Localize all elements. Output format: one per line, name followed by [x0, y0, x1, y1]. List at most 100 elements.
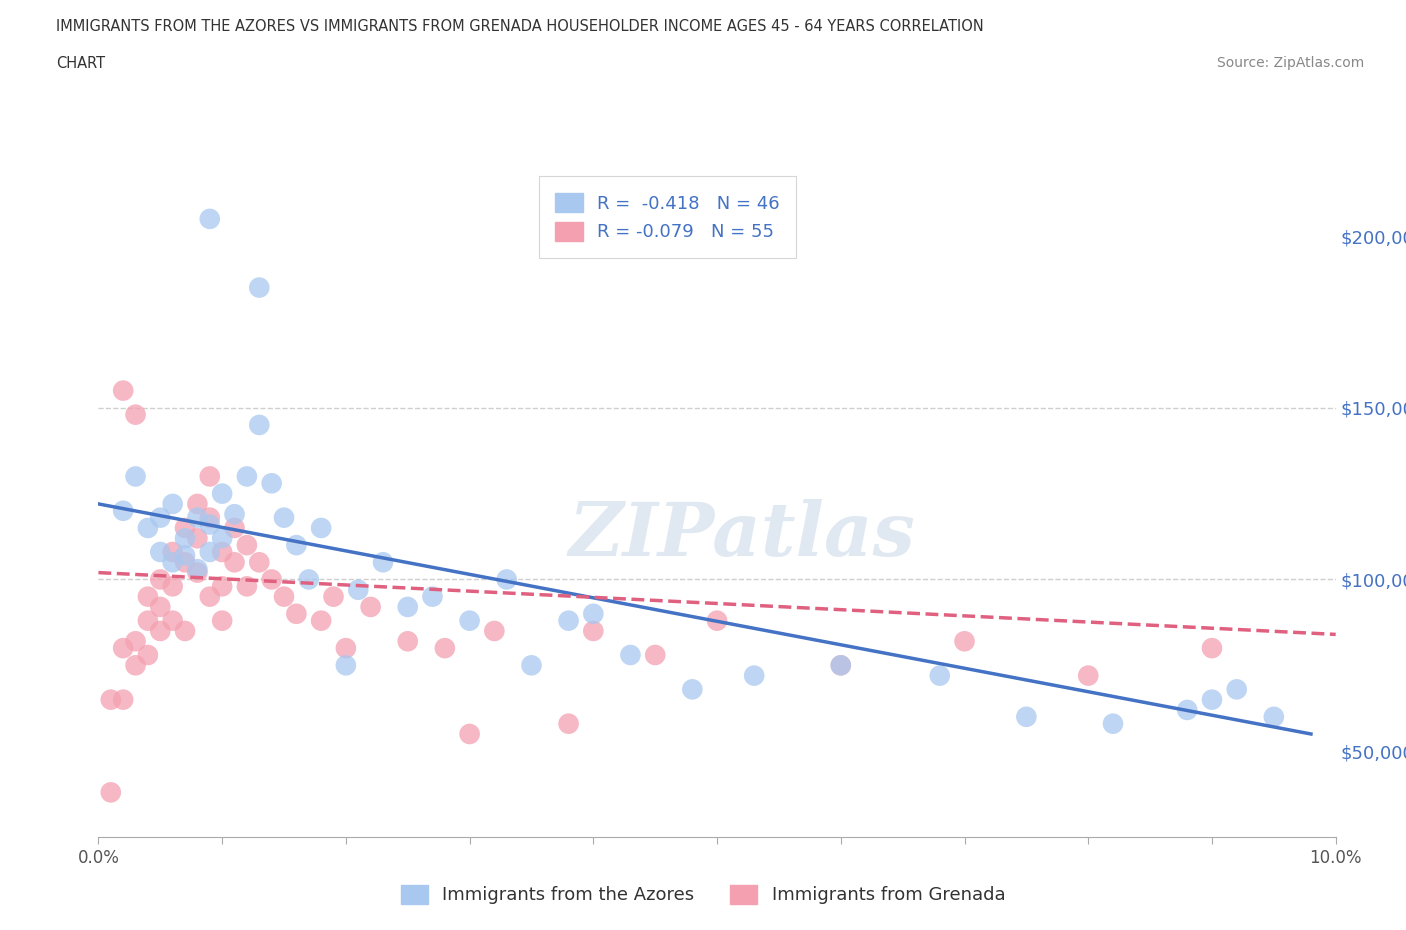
Point — [298, 572, 321, 587]
Point — [198, 545, 221, 560]
Point — [953, 634, 976, 649]
Point — [1077, 668, 1099, 683]
Point — [124, 658, 146, 672]
Point — [830, 658, 852, 672]
Point — [396, 600, 419, 615]
Point — [309, 613, 332, 628]
Point — [681, 682, 703, 697]
Point — [1015, 710, 1038, 724]
Point — [706, 613, 728, 628]
Point — [260, 572, 283, 587]
Text: IMMIGRANTS FROM THE AZORES VS IMMIGRANTS FROM GRENADA HOUSEHOLDER INCOME AGES 45: IMMIGRANTS FROM THE AZORES VS IMMIGRANTS… — [56, 19, 984, 33]
Point — [149, 511, 172, 525]
Point — [224, 521, 246, 536]
Point — [247, 280, 270, 295]
Point — [347, 582, 370, 597]
Point — [285, 538, 308, 552]
Point — [1175, 702, 1198, 717]
Point — [174, 555, 197, 570]
Point — [644, 647, 666, 662]
Point — [557, 613, 579, 628]
Point — [211, 545, 233, 560]
Point — [433, 641, 456, 656]
Point — [211, 531, 233, 546]
Text: ZIPatlas: ZIPatlas — [568, 499, 915, 572]
Point — [335, 641, 357, 656]
Point — [224, 555, 246, 570]
Point — [162, 613, 184, 628]
Point — [396, 634, 419, 649]
Point — [360, 600, 382, 615]
Point — [273, 590, 295, 604]
Point — [186, 565, 208, 580]
Point — [582, 623, 605, 638]
Point — [112, 692, 135, 707]
Point — [247, 555, 270, 570]
Point — [149, 545, 172, 560]
Text: Source: ZipAtlas.com: Source: ZipAtlas.com — [1216, 56, 1364, 70]
Point — [112, 383, 135, 398]
Point — [162, 555, 184, 570]
Point — [124, 469, 146, 484]
Point — [236, 538, 259, 552]
Point — [186, 562, 208, 577]
Point — [495, 572, 517, 587]
Point — [1263, 710, 1285, 724]
Point — [124, 407, 146, 422]
Point — [149, 623, 172, 638]
Point — [198, 590, 221, 604]
Point — [322, 590, 344, 604]
Point — [1226, 682, 1249, 697]
Point — [198, 517, 221, 532]
Point — [174, 548, 197, 563]
Point — [100, 692, 122, 707]
Point — [309, 521, 332, 536]
Point — [211, 613, 233, 628]
Point — [162, 497, 184, 512]
Point — [174, 521, 197, 536]
Point — [186, 531, 208, 546]
Point — [236, 578, 259, 593]
Point — [557, 716, 579, 731]
Text: CHART: CHART — [56, 56, 105, 71]
Point — [174, 531, 197, 546]
Point — [136, 647, 159, 662]
Point — [260, 476, 283, 491]
Point — [198, 211, 221, 226]
Point — [830, 658, 852, 672]
Point — [484, 623, 506, 638]
Legend: R =  -0.418   N = 46, R = -0.079   N = 55: R = -0.418 N = 46, R = -0.079 N = 55 — [540, 177, 796, 258]
Point — [224, 507, 246, 522]
Point — [458, 613, 481, 628]
Point — [247, 418, 270, 432]
Point — [211, 578, 233, 593]
Point — [198, 511, 221, 525]
Point — [100, 785, 122, 800]
Point — [582, 606, 605, 621]
Point — [335, 658, 357, 672]
Point — [136, 521, 159, 536]
Point — [1102, 716, 1125, 731]
Point — [174, 623, 197, 638]
Point — [198, 469, 221, 484]
Point — [742, 668, 765, 683]
Point — [149, 572, 172, 587]
Point — [136, 613, 159, 628]
Point — [124, 634, 146, 649]
Point — [273, 511, 295, 525]
Point — [162, 545, 184, 560]
Point — [458, 726, 481, 741]
Point — [186, 511, 208, 525]
Point — [211, 486, 233, 501]
Point — [186, 497, 208, 512]
Point — [1201, 692, 1223, 707]
Point — [136, 590, 159, 604]
Point — [619, 647, 641, 662]
Point — [422, 590, 444, 604]
Point — [1201, 641, 1223, 656]
Point — [928, 668, 950, 683]
Point — [112, 641, 135, 656]
Point — [162, 578, 184, 593]
Point — [236, 469, 259, 484]
Point — [371, 555, 394, 570]
